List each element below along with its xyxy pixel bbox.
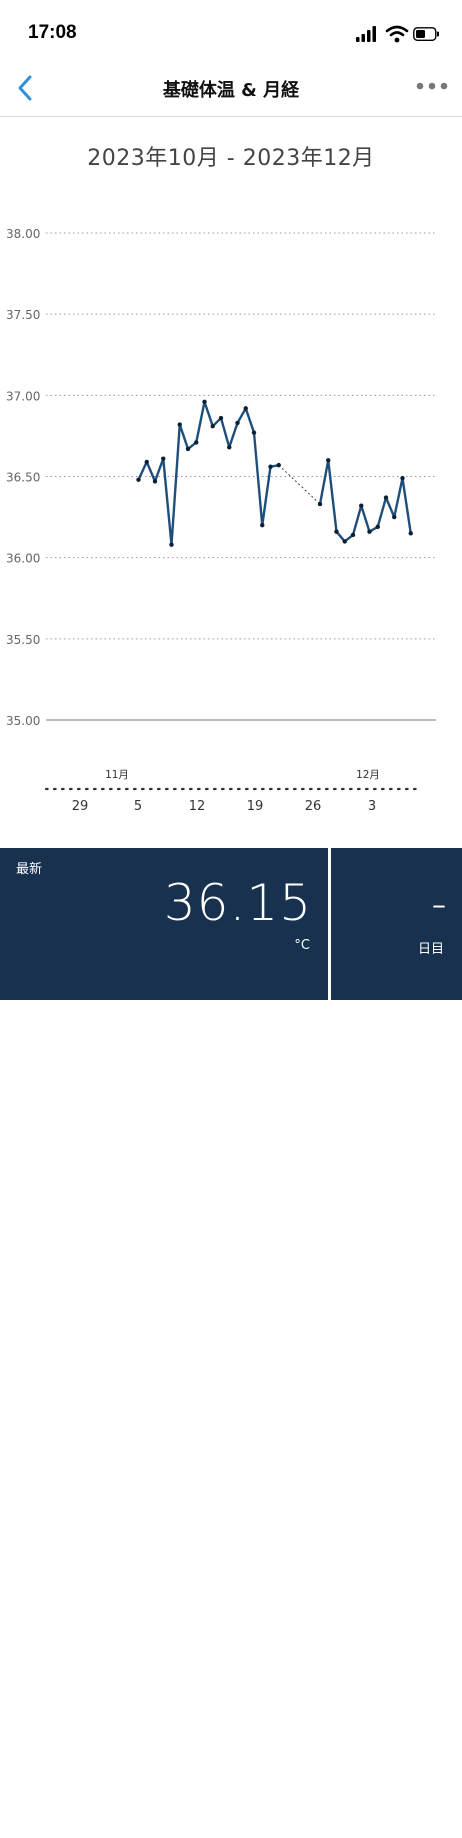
status-icons <box>356 25 439 43</box>
y-tick-label: 38.00 <box>6 227 40 241</box>
nav-bar: 基礎体温 & 月経 <box>0 62 462 117</box>
data-point <box>400 475 405 481</box>
latest-value: 36.15 <box>163 874 312 932</box>
data-point <box>161 456 166 461</box>
data-point <box>218 415 224 421</box>
month-label: 12月 <box>356 769 380 781</box>
data-point <box>342 539 347 544</box>
data-point <box>375 524 380 530</box>
data-point <box>177 422 182 427</box>
data-point <box>392 514 397 520</box>
panel-divider <box>328 848 331 1000</box>
cycle-day-panel[interactable]: – 日目 <box>331 848 462 1000</box>
battery-icon <box>413 27 439 42</box>
data-point <box>185 446 191 452</box>
data-point <box>235 420 240 426</box>
cycle-day-value: – <box>432 888 446 921</box>
data-point <box>251 430 257 435</box>
x-tick-label: 3 <box>368 799 376 814</box>
series-line <box>318 459 412 543</box>
status-bar: 17:08 <box>0 0 462 62</box>
status-time: 17:08 <box>28 22 77 43</box>
data-point <box>326 458 331 463</box>
data-point <box>260 523 265 528</box>
date-range: 2023年10月 - 2023年12月 <box>87 146 375 171</box>
data-point <box>350 532 356 538</box>
data-point <box>202 399 207 405</box>
home-indicator <box>148 1832 314 1838</box>
latest-panel[interactable]: 最新 36.15 °C <box>0 848 328 1000</box>
gap-connector <box>278 464 321 505</box>
data-point <box>408 531 413 536</box>
y-tick-label: 37.50 <box>6 308 40 322</box>
x-tick-label: 12 <box>189 799 206 814</box>
data-point <box>317 501 323 507</box>
x-tick-label: 5 <box>134 799 142 814</box>
back-chevron-icon[interactable] <box>10 70 44 106</box>
data-point <box>210 423 215 429</box>
wifi-icon <box>385 25 409 43</box>
data-point <box>152 479 158 484</box>
data-point <box>367 529 372 534</box>
series-line <box>137 400 279 546</box>
data-point <box>243 406 248 411</box>
cycle-day-label: 日目 <box>417 942 444 957</box>
data-point <box>268 464 273 469</box>
data-point <box>227 445 232 450</box>
x-tick-label: 26 <box>305 799 322 814</box>
y-tick-label: 36.00 <box>6 552 40 566</box>
y-tick-label: 36.50 <box>6 471 40 485</box>
data-point <box>359 503 364 508</box>
latest-label: 最新 <box>16 862 43 877</box>
page-title: 基礎体温 & 月経 <box>162 80 300 101</box>
more-icon[interactable] <box>414 74 450 98</box>
data-point <box>169 542 174 547</box>
temperature-chart[interactable]: 35.00 35.50 36.00 36.50 37.00 37.50 38.00 29 5 12… <box>0 200 462 830</box>
y-tick-label: 35.00 <box>6 714 40 728</box>
data-point <box>136 477 141 482</box>
month-label: 11月 <box>105 769 129 781</box>
y-tick-label: 35.50 <box>6 633 40 647</box>
data-point <box>194 440 199 445</box>
data-point <box>144 459 149 465</box>
x-tick-label: 19 <box>247 799 264 814</box>
data-point <box>334 529 339 534</box>
summary-panel: 最新 36.15 °C – 日目 <box>0 848 462 1838</box>
latest-unit: °C <box>294 938 310 953</box>
y-tick-label: 37.00 <box>6 389 40 403</box>
x-tick-label: 29 <box>72 799 89 814</box>
data-point <box>383 495 389 500</box>
signal-icon <box>356 26 376 42</box>
data-point <box>276 462 281 468</box>
